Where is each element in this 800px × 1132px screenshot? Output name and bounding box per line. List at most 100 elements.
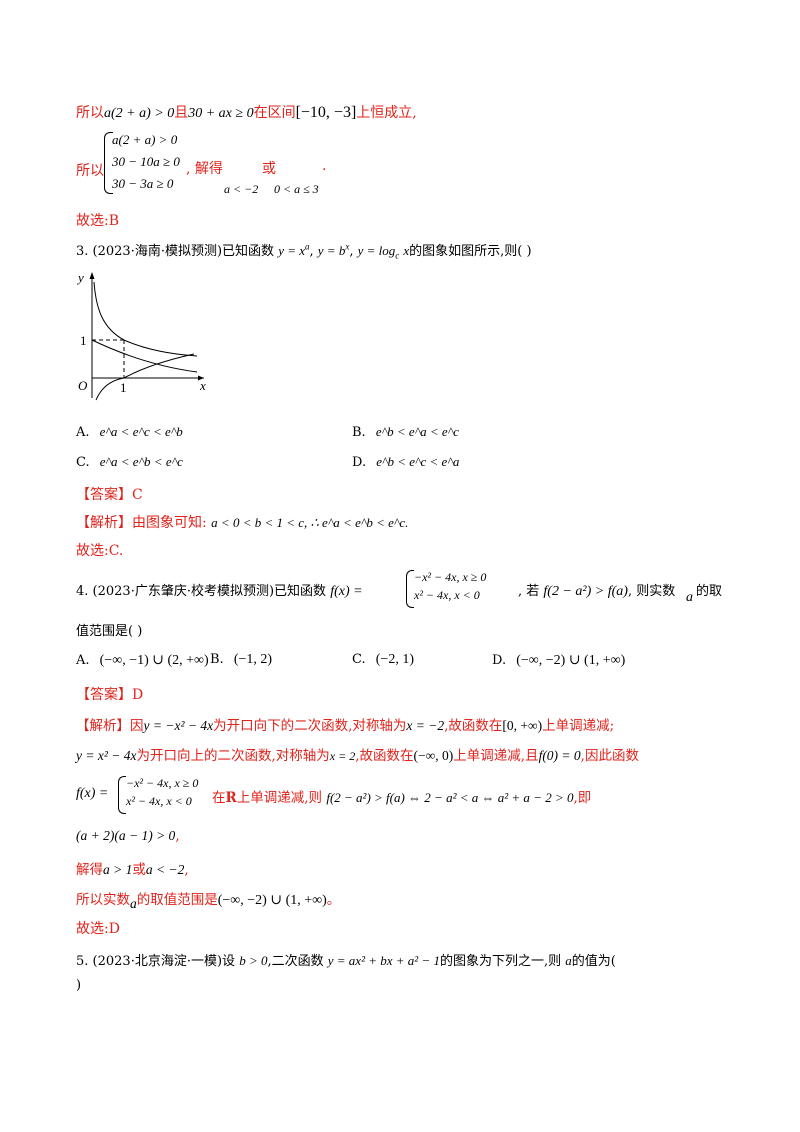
option-text: e^a < e^b < e^c	[99, 454, 183, 469]
q4-stem-part3: 的取	[696, 584, 723, 599]
q5-number: 5.	[76, 954, 89, 969]
math: y = x² − 4x	[76, 748, 137, 763]
system-row: a(2 + a) > 0	[112, 132, 178, 147]
piece-1: −x² − 4x, x ≥ 0	[414, 570, 487, 584]
curve-log	[95, 353, 195, 401]
math: a < −2	[145, 862, 185, 877]
q3-number: 3.	[76, 244, 89, 259]
option-label: B.	[352, 425, 366, 440]
text: 在	[212, 790, 226, 806]
text: 的取值范围是	[136, 892, 218, 908]
q4-fx: f(x) =	[76, 786, 109, 801]
q3-analysis: 【解析】由图象可知: a < 0 < b < 1 < c, ∴ e^a < e^…	[76, 512, 408, 532]
text: 的值为(	[571, 954, 616, 969]
text: 上单调递减,且	[453, 748, 539, 764]
q4-option-c: C. (−2, 1)	[352, 652, 414, 668]
text: 上恒成立,	[356, 105, 417, 121]
x-axis-arrow	[198, 375, 204, 381]
system-prefix: 所以	[76, 163, 104, 179]
math: y = −x² − 4x	[143, 718, 214, 733]
math: x	[403, 243, 410, 258]
q4-analysis-line4: (a + 2)(a − 1) > 0,	[76, 828, 180, 844]
q4-option-d: D. (−∞, −2) ∪ (1, +∞)	[492, 652, 625, 669]
q4-analysis-line2: y = x² − 4x为开口向上的二次函数,对称轴为x = 2,故函数在(−∞,…	[76, 744, 639, 764]
brace	[118, 776, 126, 814]
q4-analysis-line1: 【解析】因y = −x² − 4x为开口向下的二次函数,对称轴为x = −2,故…	[76, 714, 614, 734]
q4-source: (2023·广东肇庆·校考模拟预测)	[92, 584, 275, 599]
q4-stem-part2: , 若 f(2 − a²) > f(a), 则实数	[518, 580, 675, 600]
option-label: D.	[492, 653, 507, 668]
q4-analysis-line3: 在R上单调递减,则 f(2 − a²) > f(a) ⇔ 2 − a² < a …	[212, 786, 591, 806]
q4-final: 故选:D	[76, 921, 120, 937]
q4-option-a: A. (−∞, −1) ∪ (2, +∞)	[76, 652, 209, 669]
origin-label: O	[78, 378, 88, 393]
text: , 若	[518, 584, 540, 599]
solution-2: 0 < a ≤ 3	[274, 182, 319, 196]
text: 所以实数	[76, 892, 130, 908]
piece-2: x² − 4x, x < 0	[414, 588, 480, 602]
math: a(2 + a) > 0	[104, 106, 175, 121]
option-label: A.	[76, 425, 90, 440]
analysis-text: 由图象可知:	[132, 515, 207, 531]
brace	[104, 132, 113, 194]
curve-power	[93, 281, 198, 357]
bold-r: R	[225, 790, 237, 806]
text: 为开口向下的二次函数,对称轴为	[213, 718, 407, 734]
text: ,即	[573, 790, 592, 806]
text: 所以	[76, 105, 104, 121]
option-label: C.	[76, 455, 90, 470]
system-row: 30 − 3a ≥ 0	[112, 176, 174, 191]
q3-option-c: C. e^a < e^b < e^c	[76, 454, 183, 470]
math: f(x) =	[330, 584, 363, 599]
y-label: y	[76, 270, 84, 285]
q4-stem-part1: 4. (2023·广东肇庆·校考模拟预测)已知函数 f(x) =	[76, 580, 363, 600]
text: ,	[184, 862, 189, 878]
text: 的图象如图所示,则( )	[409, 244, 532, 259]
option-label: C.	[352, 652, 366, 667]
q4-analysis-line5: 解得a > 1或a < −2,	[76, 858, 189, 878]
system-row: 30 − 10a ≥ 0	[112, 154, 180, 169]
q4-stem-line2: 值范围是( )	[76, 624, 143, 639]
text: ,二次函数	[267, 954, 324, 969]
text: 在区间	[253, 105, 296, 121]
text: 。	[326, 892, 341, 908]
q3-stem: 3. (2023·海南·模拟预测)已知函数 y = xa, y = bx, y …	[76, 241, 532, 261]
option-text: e^b < e^c < e^a	[376, 454, 460, 469]
text: 解得	[76, 862, 103, 878]
math: x = 2	[329, 749, 356, 763]
q5-source: (2023·北京海淀·一模)	[92, 954, 223, 969]
math: y = log	[357, 243, 396, 258]
q4-number: 4.	[76, 584, 89, 599]
analysis-math: a < 0 < b < 1 < c, ∴ e^a < e^b < e^c.	[211, 515, 409, 530]
q3-option-a: A. e^a < e^c < e^b	[76, 424, 183, 440]
math-sub: c	[395, 250, 400, 261]
math: [−10, −3]	[295, 104, 357, 121]
math: y = x	[278, 243, 306, 258]
option-text: (−∞, −1) ∪ (2, +∞)	[99, 653, 209, 668]
option-text: (−∞, −2) ∪ (1, +∞)	[516, 653, 626, 668]
math-var: a	[130, 896, 137, 911]
q5-stem-line2: )	[76, 978, 82, 993]
solve-dot: .	[322, 158, 327, 174]
text: ,故函数在	[444, 718, 503, 734]
q4-option-b: B. (−1, 2)	[210, 652, 272, 668]
option-text: e^a < e^c < e^b	[99, 424, 183, 439]
math: x = −2	[406, 718, 445, 733]
math-var: a	[565, 953, 572, 968]
analysis-tag: 【解析】	[76, 718, 130, 734]
text: 因	[130, 718, 144, 734]
piece-1: −x² − 4x, x ≥ 0	[126, 776, 199, 790]
q4-analysis-line6: 所以实数a的取值范围是(−∞, −2) ∪ (1, +∞)。	[76, 888, 341, 911]
solution-1: a < −2	[224, 182, 259, 196]
top-line1: 所以a(2 + a) > 0且30 + ax ≥ 0在区间[−10, −3]上恒…	[76, 102, 417, 122]
var-a: a	[686, 590, 693, 605]
text: 上单调递减;	[542, 718, 615, 734]
q3-option-d: D. e^b < e^c < e^a	[352, 454, 459, 470]
text: 为开口向上的二次函数,对称轴为	[136, 748, 330, 764]
option-label: A.	[76, 653, 90, 668]
text: 已知函数	[274, 584, 327, 599]
math: f(2 − a²) > f(a) ⇔ 2 − a² < a ⇔ a² + a −…	[326, 790, 574, 805]
q5-stem: 5. (2023·北京海淀·一模)设 b > 0,二次函数 y = ax² + …	[76, 950, 616, 969]
math: a > 1	[103, 862, 133, 877]
answer-line: 故选:B	[76, 213, 120, 229]
